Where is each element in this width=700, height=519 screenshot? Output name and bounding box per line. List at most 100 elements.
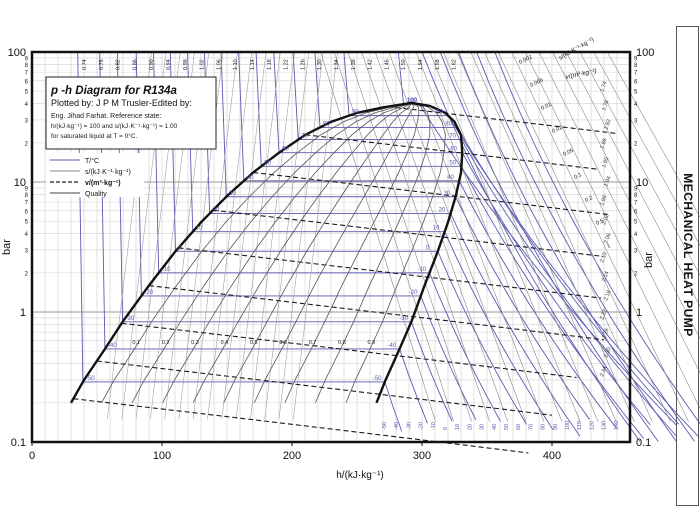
y-minor-tick-label-left: 2 <box>25 271 29 277</box>
side-title: MECHANICAL HEAT PUMP <box>681 173 695 337</box>
isotherm-label-liquid: -10 <box>162 267 171 273</box>
entropy-top-label: 1.50 <box>401 59 407 70</box>
entropy-right-label: 1.86 <box>599 138 608 150</box>
isotherm-label-vapor: 60 <box>450 147 457 153</box>
specific-volume-label: 0.002 <box>518 55 533 66</box>
isotherm-label-liquid: 60 <box>282 147 289 153</box>
legend-label: T/°C <box>85 157 99 165</box>
isotherm-label-liquid: 100 <box>407 98 418 104</box>
isotherm-line <box>99 51 428 424</box>
quality-line <box>162 102 412 404</box>
entropy-right-label: 1.78 <box>601 100 610 112</box>
isotherm-bottom-label: 100 <box>565 421 571 430</box>
entropy-line <box>566 51 700 307</box>
y-tick-label-left: 0.1 <box>11 437 26 449</box>
entropy-right-label: 1.98 <box>599 195 608 207</box>
entropy-line-liquid <box>250 51 295 420</box>
isotherm-label-vapor: -50 <box>373 376 382 382</box>
isotherm-bottom-label: 90 <box>553 424 559 430</box>
isotherm-bottom-label: -10 <box>431 422 437 430</box>
entropy-top-label: 0.82 <box>116 59 122 70</box>
quality-line <box>223 102 412 404</box>
isotherm-label-vapor: 90 <box>436 110 443 116</box>
y-minor-tick-label-left: 9 <box>25 186 29 192</box>
isotherm-label-vapor: 70 <box>449 134 456 140</box>
entropy-line-liquid <box>278 51 324 420</box>
specific-volume-label: 0.02 <box>551 125 563 135</box>
y-minor-tick-label-left: 6 <box>25 79 29 85</box>
entropy-top-label: 1.34 <box>334 59 340 70</box>
entropy-line-liquid <box>293 51 338 420</box>
entropy-line <box>593 51 700 247</box>
isotherm-label-liquid: 90 <box>352 110 359 116</box>
chart-title: p -h Diagram for R134a <box>50 85 177 97</box>
y-minor-tick-label-left: 9 <box>25 56 29 62</box>
entropy-top-label: 1.42 <box>368 59 374 70</box>
isotherm-bottom-label: 10 <box>455 424 461 430</box>
entropy-top-label: 1.54 <box>418 59 424 70</box>
entropy-top-label: 1.14 <box>250 59 256 70</box>
quality-line <box>101 102 412 404</box>
entropy-line <box>552 51 700 340</box>
entropy-right-label: 2.34 <box>599 366 608 378</box>
entropy-line <box>470 51 635 422</box>
entropy-line-liquid <box>221 51 267 420</box>
quality-label: 0.4 <box>221 340 229 346</box>
y-axis-label: bar <box>1 239 13 255</box>
chart-subtitle: Plotted by: J P M Trusler-Edited by: <box>51 98 192 108</box>
isotherm-bottom-label: 120 <box>589 421 595 430</box>
y-minor-tick-label-left: 7 <box>25 201 29 207</box>
quality-line <box>284 102 420 404</box>
isotherm-label-vapor: 30 <box>444 191 451 197</box>
isotherm-bottom-label: 20 <box>467 424 473 430</box>
entropy-top-label: 1.22 <box>284 59 290 70</box>
y-minor-tick-label-right: 5 <box>634 220 638 226</box>
y-minor-tick-label-right: 7 <box>634 71 638 77</box>
x-axis-label: h/(kJ·kg⁻¹) <box>336 470 384 481</box>
y-minor-tick-label-right: 4 <box>634 102 638 108</box>
y-minor-tick-label-left: 4 <box>25 232 29 238</box>
entropy-top-label: 0.78 <box>99 59 105 70</box>
entropy-right-label: 2.02 <box>601 214 610 226</box>
x-tick-label: 400 <box>543 450 561 462</box>
isotherm-line-supercritical <box>450 51 695 442</box>
y-tick-label-left: 10 <box>14 177 26 189</box>
entropy-line <box>484 51 653 422</box>
quality-line <box>192 102 412 404</box>
isotherm-label-liquid: 0 <box>179 245 183 251</box>
isotherm-label-vapor: 20 <box>439 208 446 214</box>
y-minor-tick-label-right: 2 <box>634 271 638 277</box>
entropy-line <box>511 51 689 422</box>
isotherm-line-supercritical <box>396 51 641 442</box>
x-tick-label: 200 <box>283 450 301 462</box>
y-tick-label-left: 100 <box>8 47 26 59</box>
specific-volume-line <box>148 285 604 341</box>
entropy-right-label: 2.22 <box>599 309 608 321</box>
isotherm-line <box>292 51 677 437</box>
y-minor-tick-label-left: 7 <box>25 71 29 77</box>
entropy-top-label: 0.98 <box>183 59 189 70</box>
y-minor-tick-label-right: 9 <box>634 186 638 192</box>
entropy-line-liquid <box>235 51 281 420</box>
entropy-line <box>402 51 545 422</box>
specific-volume-label: 0.1 <box>573 172 582 181</box>
isotherm-label-liquid: 10 <box>196 226 203 232</box>
isotherm-label-liquid: -40 <box>108 343 117 349</box>
saturation-curve <box>69 101 464 404</box>
isotherm-bottom-label: 0 <box>443 427 449 430</box>
specific-volume-label: 0.005 <box>529 78 544 89</box>
y-minor-tick-label-right: 3 <box>634 248 638 254</box>
entropy-top-label: 0.86 <box>132 59 138 70</box>
isotherm-line <box>204 51 581 437</box>
entropy-line <box>415 51 563 422</box>
y-minor-tick-label-right: 6 <box>634 79 638 85</box>
specific-volume-label: 0.2 <box>584 195 593 204</box>
isotherm-label-vapor: 40 <box>447 175 454 181</box>
y-minor-tick-label-left: 5 <box>25 220 29 226</box>
specific-volume-line <box>305 134 598 170</box>
isotherm-label-liquid: 80 <box>323 121 330 127</box>
entropy-line <box>347 51 472 422</box>
entropy-top-label: 1.46 <box>384 59 390 70</box>
